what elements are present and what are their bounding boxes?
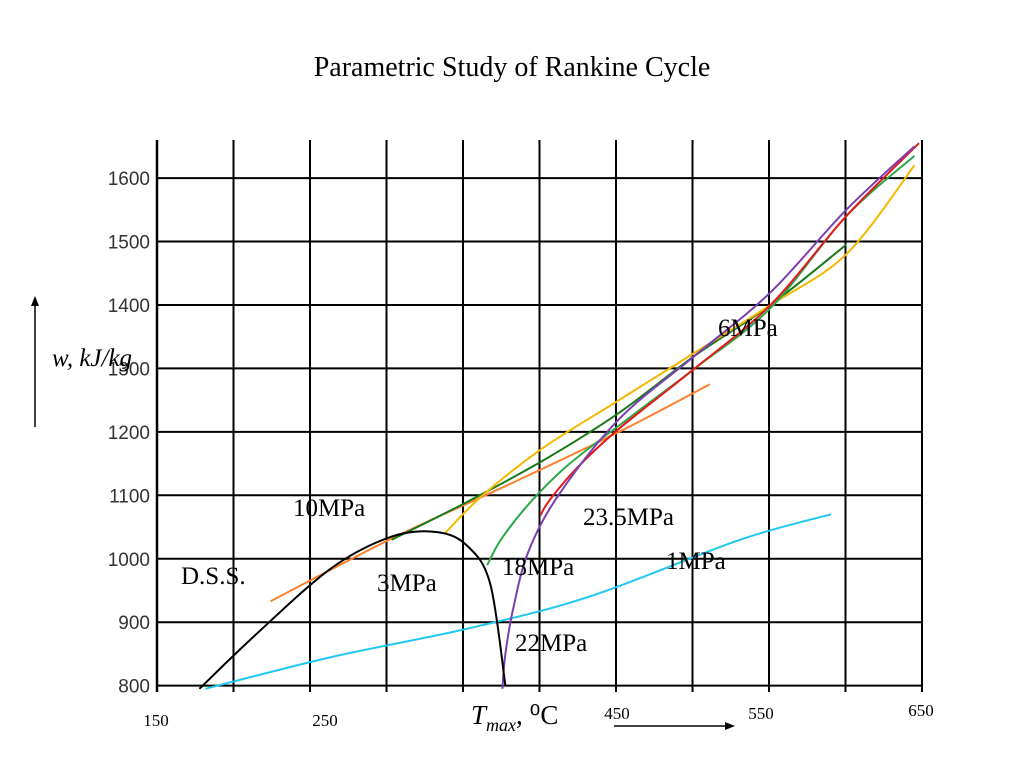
y-tick-label: 1500 (108, 233, 150, 254)
x-tick-label: 450 (604, 704, 630, 723)
series-line-6MPa (444, 164, 916, 535)
series-label-22MPa: 22MPa (515, 630, 587, 657)
grid (155, 140, 923, 692)
x-tick-label: 150 (143, 711, 169, 730)
x-tick-label: 650 (908, 701, 934, 720)
x-tick-label: 250 (312, 711, 338, 730)
x-axis-label: Tmax, ⁰C (471, 700, 558, 735)
series-label-18MPa: 18MPa (502, 554, 574, 581)
y-tick-label: 900 (118, 613, 150, 634)
axis-decor: w, kJ/kg Tmax, ⁰C (31, 296, 735, 735)
series-line-DSS (198, 530, 507, 690)
y-tick-label: 1000 (108, 550, 150, 571)
curves (198, 142, 920, 690)
chart-title: Parametric Study of Rankine Cycle (313, 52, 711, 83)
x-tick-label: 550 (748, 704, 774, 723)
series-label-3MPa: 3MPa (377, 570, 437, 597)
series-line-18MPa (486, 155, 916, 566)
y-tick-label: 1200 (108, 423, 150, 444)
series-line-1MPa (205, 513, 832, 690)
series-label-10MPa: 10MPa (293, 495, 365, 522)
series-line-22MPa (501, 145, 916, 689)
y-tick-label: 800 (118, 677, 150, 698)
y-axis-arrow-head (31, 296, 39, 306)
series-line-235MPa (539, 142, 920, 517)
series-label-6MPa: 6MPa (718, 315, 778, 342)
y-axis-label: w, kJ/kg (52, 345, 132, 372)
series-label-235MPa: 23.5MPa (583, 504, 674, 531)
series-label-DSS: D.S.S. (181, 563, 246, 590)
y-tick-label: 1100 (109, 486, 150, 507)
y-tick-label: 1400 (108, 296, 150, 317)
series-label-1MPa: 1MPa (666, 548, 726, 575)
x-axis-arrow-head (725, 722, 735, 730)
y-tick-label: 1600 (108, 169, 150, 190)
curve-labels: 10MPa 6MPa 23.5MPa 18MPa 1MPa 3MPa 22MPa D.S.S. (181, 315, 778, 657)
y-tick-label: 1300 (108, 359, 150, 380)
series-line-3MPa (270, 383, 711, 603)
ticks: 800 900 1000 1100 1200 1300 1400 1500 1600 150 250… (108, 169, 934, 730)
